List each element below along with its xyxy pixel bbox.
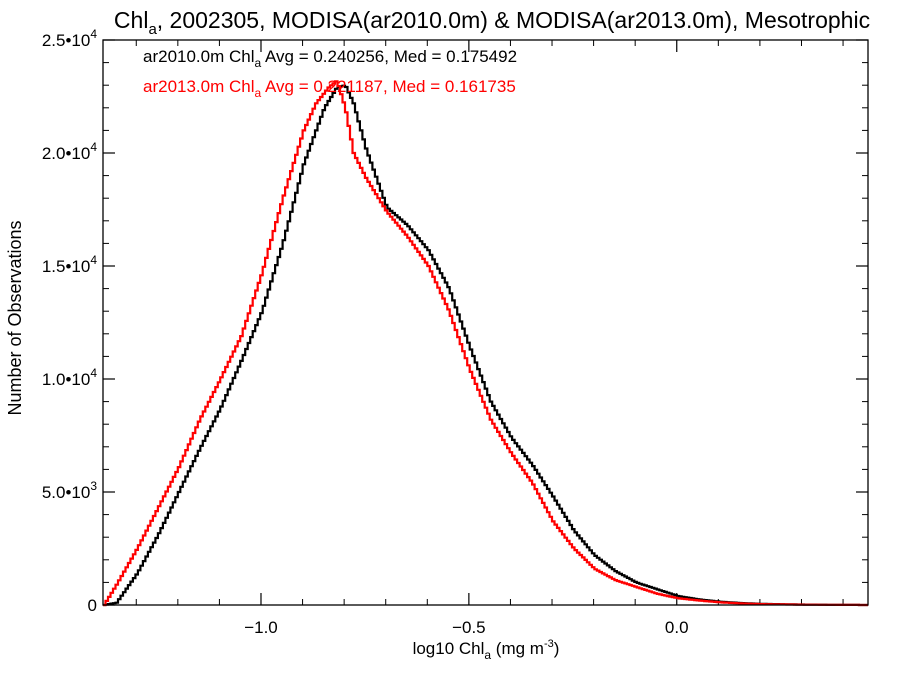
- x-axis-label: log10 Chla (mg m-3): [413, 638, 560, 662]
- series-line-1: [103, 84, 868, 607]
- y-tick-label: 0: [88, 596, 97, 615]
- chart-title: Chla, 2002305, MODISA(ar2010.0m) & MODIS…: [114, 7, 870, 38]
- y-tick-label: 2.0•104: [42, 140, 98, 163]
- y-tick-label: 1.5•104: [42, 253, 98, 276]
- x-tick-label: −1.0: [244, 618, 278, 637]
- series-line-2: [103, 80, 868, 607]
- x-tick-label: −0.5: [452, 618, 486, 637]
- y-tick-label: 2.5•104: [42, 27, 98, 50]
- x-ticks: −1.0 −0.5 0.0: [135, 40, 844, 637]
- annotation-2: ar2013.0m Chla Avg = 0.221187, Med = 0.1…: [143, 77, 516, 100]
- x-tick-label: 0.0: [665, 618, 689, 637]
- annotation-1: ar2010.0m Chla Avg = 0.240256, Med = 0.1…: [143, 47, 517, 70]
- y-axis-label: Number of Observations: [5, 220, 25, 415]
- annotations: ar2010.0m Chla Avg = 0.240256, Med = 0.1…: [143, 47, 517, 100]
- y-tick-label: 1.0•104: [42, 366, 98, 389]
- y-tick-label: 5.0•103: [42, 479, 98, 502]
- y-ticks: 0 5.0•103 1.0•104 1.5•104 2.0•104 2.5•104: [42, 27, 868, 615]
- plot-frame: [102, 39, 869, 606]
- series-layer: [103, 80, 868, 607]
- y-axis-label-text: Number of Observations: [5, 220, 25, 415]
